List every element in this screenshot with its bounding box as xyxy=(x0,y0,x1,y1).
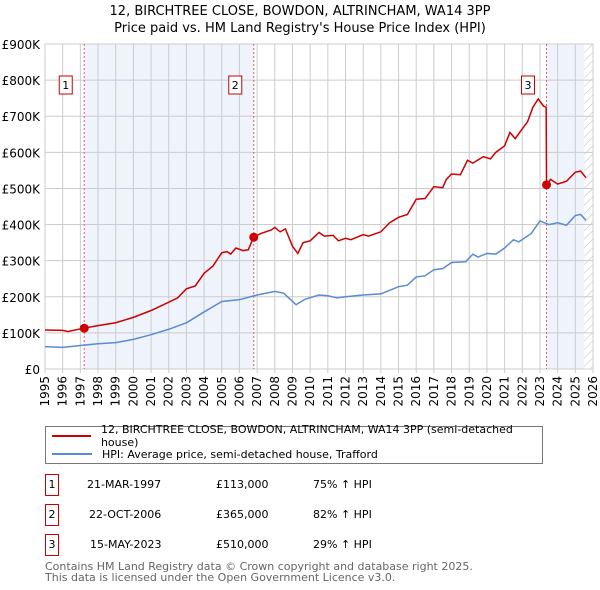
x-tick-label: 2011 xyxy=(321,376,335,407)
x-tick-label: 1999 xyxy=(109,376,123,407)
forecast-hatch xyxy=(584,44,593,369)
chart-title: 12, BIRCHTREE CLOSE, BOWDON, ALTRINCHAM,… xyxy=(109,4,491,19)
y-tick-label: £600K xyxy=(2,146,42,160)
legend-item-property: 12, BIRCHTREE CLOSE, BOWDON, ALTRINCHAM,… xyxy=(52,423,542,449)
property-price-line xyxy=(44,97,587,333)
sale-hpi: 82% ↑ HPI xyxy=(313,508,372,521)
x-tick-label: 1997 xyxy=(73,376,87,407)
x-tick-label: 2024 xyxy=(551,376,565,407)
x-tick-label: 1995 xyxy=(38,376,52,407)
x-tick-label: 2010 xyxy=(303,376,317,407)
chart-subtitle: Price paid vs. HM Land Registry's House … xyxy=(114,21,486,36)
sale-row: 3 15-MAY-2023 £510,000 29% ↑ HPI xyxy=(45,534,445,556)
sale-price: £365,000 xyxy=(216,508,269,521)
legend-item-hpi: HPI: Average price, semi-detached house,… xyxy=(52,445,378,463)
x-tick-label: 2019 xyxy=(462,376,476,407)
x-tick-label: 2000 xyxy=(126,376,140,407)
x-tick-label: 1996 xyxy=(56,376,70,407)
sale-price: £510,000 xyxy=(216,538,269,551)
y-tick-label: £900K xyxy=(2,38,42,52)
x-tick-label: 2016 xyxy=(409,376,423,407)
legend: 12, BIRCHTREE CLOSE, BOWDON, ALTRINCHAM,… xyxy=(45,423,543,464)
sale-row: 1 21-MAR-1997 £113,000 75% ↑ HPI xyxy=(45,474,445,496)
sale-marker-label: 1 xyxy=(45,474,59,496)
y-tick-label: £200K xyxy=(2,291,42,305)
x-tick-label: 2017 xyxy=(427,376,441,407)
footer: Contains HM Land Registry data © Crown c… xyxy=(45,561,473,583)
sale-date: 15-MAY-2023 xyxy=(90,538,162,551)
x-tick-label: 2026 xyxy=(586,376,600,407)
y-tick-label: £500K xyxy=(2,182,42,196)
sale-marker-box xyxy=(521,75,536,95)
sale-marker-label: 2 xyxy=(45,504,59,526)
footer-line1: Contains HM Land Registry data © Crown c… xyxy=(45,560,473,573)
legend-swatch-blue xyxy=(52,453,92,455)
x-tick-label: 2003 xyxy=(179,376,193,407)
x-tick-label: 2005 xyxy=(215,376,229,407)
sale-row: 2 22-OCT-2006 £365,000 82% ↑ HPI xyxy=(45,504,445,526)
sale-point xyxy=(249,232,259,242)
x-tick-label: 2018 xyxy=(445,376,459,407)
x-tick-label: 2025 xyxy=(568,376,582,407)
legend-label: 12, BIRCHTREE CLOSE, BOWDON, ALTRINCHAM,… xyxy=(100,423,513,449)
x-tick-label: 2013 xyxy=(356,376,370,407)
sale-price: £113,000 xyxy=(216,478,269,491)
sale-marker-box xyxy=(58,75,73,95)
y-tick-label: £0 xyxy=(25,363,40,377)
sale-marker-label: 1 xyxy=(62,79,69,92)
x-tick-label: 2008 xyxy=(268,376,282,407)
x-tick-label: 2007 xyxy=(250,376,264,407)
legend-label: HPI: Average price, semi-detached house,… xyxy=(102,447,378,461)
plot-area: 1995 1996 1997 1998 1999 2000 2001 2002 2003 2004… xyxy=(2,38,600,407)
x-tick-label: 2012 xyxy=(339,376,353,407)
x-tick-label: 2020 xyxy=(480,376,494,407)
y-tick-label: £300K xyxy=(2,255,42,269)
y-tick-label: £100K xyxy=(2,327,42,341)
x-tick-label: 2021 xyxy=(498,376,512,407)
sale-date: 22-OCT-2006 xyxy=(89,508,162,521)
sale-marker-label: 3 xyxy=(525,79,532,92)
x-tick-label: 2023 xyxy=(533,376,547,407)
sale-hpi: 75% ↑ HPI xyxy=(313,478,372,491)
sale-point xyxy=(79,323,89,333)
sale-marker-label: 2 xyxy=(232,79,239,92)
x-tick-label: 1998 xyxy=(91,376,105,407)
plot-frame xyxy=(44,43,594,370)
x-tick-label: 2001 xyxy=(144,376,158,407)
shaded-period xyxy=(546,44,585,369)
x-tick-label: 2022 xyxy=(515,376,529,407)
hpi-line xyxy=(44,213,587,349)
x-tick-label: 2006 xyxy=(232,376,246,407)
x-tick-label: 2004 xyxy=(197,376,211,407)
footer-line2: This data is licensed under the Open Gov… xyxy=(45,571,396,584)
sale-point xyxy=(542,180,552,190)
y-tick-label: £700K xyxy=(2,110,42,124)
y-tick-label: £800K xyxy=(2,74,42,88)
x-tick-label: 2002 xyxy=(162,376,176,407)
x-tick-label: 2014 xyxy=(374,376,388,407)
x-tick-label: 2015 xyxy=(392,376,406,407)
legend-swatch-red xyxy=(52,435,91,437)
sale-marker-label: 3 xyxy=(45,534,59,556)
x-tick-label: 2009 xyxy=(285,376,299,407)
sale-hpi: 29% ↑ HPI xyxy=(313,538,372,551)
sale-marker-box xyxy=(228,75,243,95)
sale-date: 21-MAR-1997 xyxy=(87,478,162,491)
y-tick-label: £400K xyxy=(2,219,42,233)
